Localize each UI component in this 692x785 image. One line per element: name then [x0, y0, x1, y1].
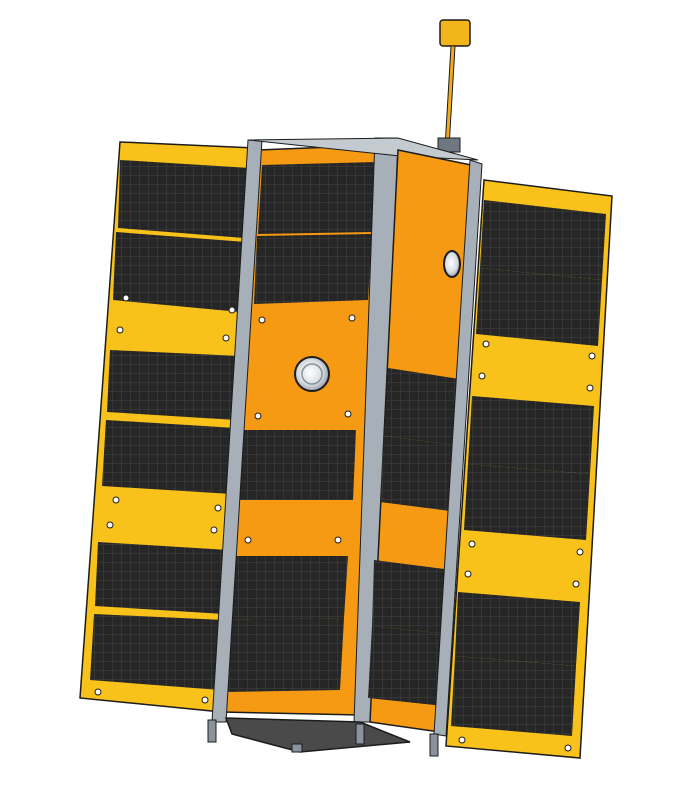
solar-cell	[225, 618, 344, 692]
antenna-mast	[444, 45, 456, 149]
solar-cell	[468, 396, 594, 474]
solar-cell	[464, 464, 590, 540]
solar-cell	[476, 268, 602, 346]
solar-cell	[230, 556, 348, 620]
optical-port-icon	[294, 356, 330, 392]
solar-cell	[380, 436, 462, 512]
antenna	[437, 19, 471, 153]
solar-cell	[118, 160, 250, 238]
solar-cell	[384, 368, 466, 446]
solar-cell	[455, 592, 580, 666]
left-solar-wing	[79, 141, 256, 713]
solar-cell	[240, 430, 356, 500]
optical-port-icon	[443, 250, 461, 278]
antenna-tip-icon	[439, 19, 471, 47]
solar-cell	[372, 560, 452, 634]
solar-cell	[480, 200, 606, 280]
right-solar-wing	[445, 179, 613, 759]
solar-cell	[368, 626, 448, 706]
solar-cell	[254, 234, 372, 304]
solar-cell	[258, 162, 376, 234]
solar-cell	[90, 614, 224, 690]
solar-cell	[113, 232, 246, 312]
satellite-body	[207, 137, 483, 757]
solar-cell	[95, 542, 228, 614]
solar-cell	[102, 420, 236, 494]
solar-cell	[107, 350, 240, 420]
solar-cell	[451, 656, 576, 736]
